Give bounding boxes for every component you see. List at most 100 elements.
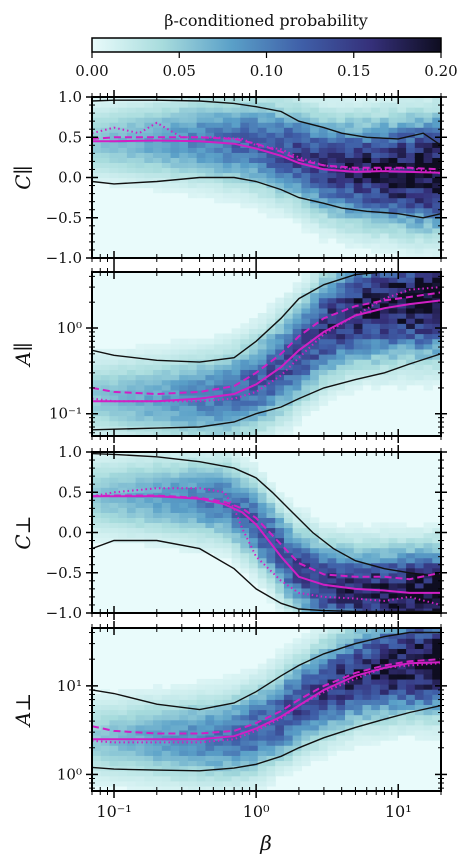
heatmap-cell <box>345 318 355 324</box>
heatmap-cell <box>371 547 381 554</box>
heatmap-cell <box>414 202 425 209</box>
heatmap-cell <box>318 197 329 204</box>
heatmap-cell <box>109 420 119 427</box>
heatmap-cell <box>423 684 433 690</box>
heatmap-cell <box>301 405 311 411</box>
heatmap-cell <box>161 750 172 756</box>
heatmap-cell <box>266 663 276 670</box>
heatmap-cell <box>222 780 233 787</box>
heatmap-cell <box>153 487 163 493</box>
heatmap-cell <box>353 192 364 199</box>
heatmap-cell <box>275 765 285 772</box>
heatmap-cell <box>196 338 207 345</box>
heatmap-cell <box>371 247 381 254</box>
heatmap-cell <box>205 472 215 478</box>
heatmap-cell <box>126 709 137 716</box>
heatmap-cell <box>231 167 241 174</box>
heatmap-cell <box>388 522 398 529</box>
heatmap-cell <box>214 137 224 143</box>
heatmap-cell <box>196 472 207 478</box>
heatmap-cell <box>310 714 320 721</box>
heatmap-cell <box>371 602 381 609</box>
heatmap-cell <box>283 395 294 401</box>
heatmap-cell <box>170 740 180 746</box>
heatmap-cell <box>406 287 416 294</box>
heatmap-cell <box>301 338 311 345</box>
heatmap-cell <box>345 633 355 639</box>
heatmap-cell <box>406 157 416 164</box>
heatmap-cell <box>327 282 337 288</box>
heatmap-cell <box>327 638 337 644</box>
heatmap-cell <box>240 522 250 529</box>
heatmap-cell <box>231 452 241 458</box>
heatmap-cell <box>353 653 364 660</box>
heatmap-cell <box>170 770 180 777</box>
heatmap-cell <box>414 714 425 721</box>
heatmap-cell <box>397 384 407 391</box>
heatmap-cell <box>266 487 276 493</box>
heatmap-cell <box>327 157 337 164</box>
heatmap-cell <box>371 633 381 639</box>
heatmap-cell <box>336 552 346 559</box>
heatmap-cell <box>336 192 346 199</box>
heatmap-cell <box>126 400 137 406</box>
heatmap-cell <box>423 147 433 153</box>
heatmap-cell <box>179 379 189 386</box>
heatmap-cell <box>371 152 381 158</box>
heatmap-cell <box>371 122 381 128</box>
heatmap-cell <box>266 507 276 513</box>
heatmap-cell <box>336 562 346 569</box>
heatmap-cell <box>353 292 364 299</box>
heatmap-cell <box>240 699 250 706</box>
heatmap-cell <box>161 745 172 751</box>
heatmap-cell <box>257 132 268 138</box>
heatmap-cell <box>170 142 180 148</box>
heatmap-cell <box>179 338 189 345</box>
heatmap-cell <box>388 709 398 716</box>
heatmap-cell <box>135 142 145 148</box>
heatmap-cell <box>371 643 381 649</box>
heatmap-cell <box>353 740 364 746</box>
heatmap-cell <box>292 307 302 314</box>
heatmap-cell <box>345 343 355 350</box>
heatmap-cell <box>266 760 276 767</box>
heatmap-cell <box>135 457 145 463</box>
heatmap-cell <box>118 517 128 524</box>
heatmap-cell <box>406 127 416 133</box>
heatmap-cell <box>249 333 259 340</box>
heatmap-cell <box>222 472 233 478</box>
heatmap-cell <box>423 714 433 721</box>
heatmap-cell <box>231 364 241 370</box>
heatmap-cell <box>345 162 355 169</box>
heatmap-cell <box>432 689 441 695</box>
heatmap-cell <box>353 323 364 329</box>
heatmap-cell <box>92 719 102 726</box>
heatmap-cell <box>161 410 172 417</box>
heatmap-cell <box>327 537 337 544</box>
heatmap-cell <box>144 415 154 422</box>
heatmap-cell <box>240 765 250 772</box>
heatmap-cell <box>318 678 329 685</box>
heatmap-cell <box>161 452 172 458</box>
heatmap-cell <box>397 227 407 234</box>
heatmap-cell <box>327 668 337 675</box>
heatmap-cell <box>135 497 145 503</box>
heatmap-cell <box>92 107 102 113</box>
heatmap-cell <box>310 107 320 113</box>
heatmap-cell <box>135 522 145 529</box>
heatmap-cell <box>310 127 320 133</box>
heatmap-cell <box>336 328 346 335</box>
heatmap-cell <box>406 323 416 329</box>
heatmap-cell <box>406 684 416 690</box>
heatmap-cell <box>126 704 137 711</box>
heatmap-cell <box>301 714 311 721</box>
heatmap-cell <box>336 369 346 376</box>
heatmap-cell <box>249 167 259 174</box>
heatmap-cell <box>310 405 320 411</box>
heatmap-cell <box>379 699 390 706</box>
heatmap-cell <box>301 704 311 711</box>
heatmap-cell <box>153 765 163 772</box>
heatmap-cell <box>231 557 241 564</box>
heatmap-cell <box>301 562 311 569</box>
